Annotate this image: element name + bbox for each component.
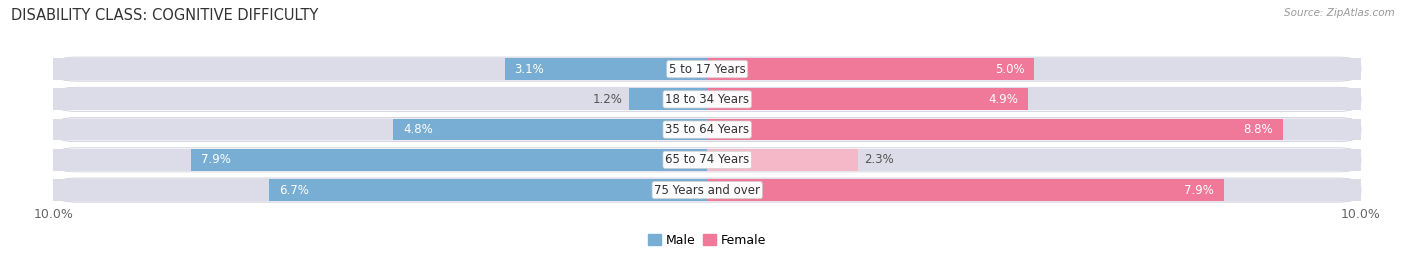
Bar [53,89,707,110]
Bar [191,149,707,171]
Bar [707,179,1223,201]
Text: DISABILITY CLASS: COGNITIVE DIFFICULTY: DISABILITY CLASS: COGNITIVE DIFFICULTY [11,8,319,23]
Bar [269,179,707,201]
Text: 6.7%: 6.7% [278,184,309,197]
Text: 75 Years and over: 75 Years and over [654,184,761,197]
FancyBboxPatch shape [53,178,1361,202]
FancyBboxPatch shape [53,117,1361,142]
Bar [707,89,1361,110]
Bar [707,58,1035,80]
Bar [707,149,858,171]
Bar [707,179,1361,201]
Text: 7.9%: 7.9% [1184,184,1213,197]
Text: 7.9%: 7.9% [201,153,231,166]
FancyBboxPatch shape [53,87,1361,112]
Bar [394,119,707,140]
Text: 65 to 74 Years: 65 to 74 Years [665,153,749,166]
Text: 5 to 17 Years: 5 to 17 Years [669,63,745,76]
FancyBboxPatch shape [53,148,1361,172]
Text: 5.0%: 5.0% [994,63,1025,76]
Bar [53,179,707,201]
Text: 35 to 64 Years: 35 to 64 Years [665,123,749,136]
Text: Source: ZipAtlas.com: Source: ZipAtlas.com [1284,8,1395,18]
Bar [707,149,1361,171]
Text: 4.8%: 4.8% [404,123,433,136]
Bar [53,119,707,140]
Text: 1.2%: 1.2% [592,93,623,106]
Bar [53,149,707,171]
Bar [53,58,707,80]
Bar [628,89,707,110]
Bar [707,119,1361,140]
Text: 2.3%: 2.3% [865,153,894,166]
Text: 8.8%: 8.8% [1243,123,1272,136]
Bar [505,58,707,80]
Text: 3.1%: 3.1% [515,63,544,76]
FancyBboxPatch shape [53,57,1361,81]
Bar [707,58,1361,80]
Bar [707,119,1282,140]
Bar [707,89,1028,110]
Text: 4.9%: 4.9% [988,93,1018,106]
Text: 18 to 34 Years: 18 to 34 Years [665,93,749,106]
Legend: Male, Female: Male, Female [644,229,770,252]
